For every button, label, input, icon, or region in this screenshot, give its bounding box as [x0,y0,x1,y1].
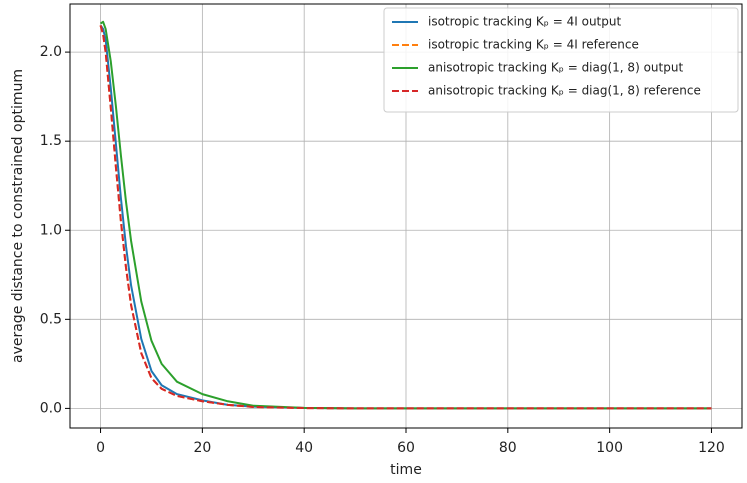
plot-frame [69,3,743,429]
y-tick-label: 1.0 [40,222,62,238]
y-tick-label: 0.0 [40,400,62,416]
x-tick-label: 60 [397,440,415,456]
x-tick-label: 120 [698,440,725,456]
legend-box [383,7,739,113]
y-axis-label: average distance to constrained optimum [10,69,26,363]
x-tick-label: 80 [499,440,517,456]
x-tick-label: 20 [193,440,211,456]
legend-label: anisotropic tracking Kₚ = diag(1, 8) ref… [428,84,701,98]
y-tick-label: 0.5 [40,311,62,327]
y-tick-label: 2.0 [40,44,62,60]
legend-label: anisotropic tracking Kₚ = diag(1, 8) out… [428,61,683,75]
legend-label: isotropic tracking Kₚ = 4I output [428,15,621,29]
x-tick-label: 0 [96,440,105,456]
x-axis-label: time [390,462,422,478]
legend-label: isotropic tracking Kₚ = 4I reference [428,38,639,52]
series-line [99,25,712,410]
x-tick-label: 100 [596,440,623,456]
x-tick-label: 40 [295,440,313,456]
y-tick-label: 1.5 [40,133,62,149]
